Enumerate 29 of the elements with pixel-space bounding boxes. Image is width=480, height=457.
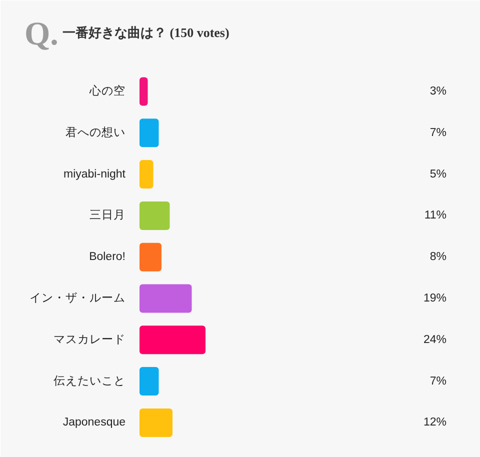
data-label: 7% bbox=[430, 126, 447, 139]
data-label: 24% bbox=[423, 334, 447, 346]
data-label: 8% bbox=[430, 251, 447, 264]
y-tick-label: Japonesque bbox=[62, 416, 126, 429]
y-tick-label: 君への想い bbox=[66, 126, 126, 139]
y-tick-label: イン・ザ・ルーム bbox=[30, 292, 126, 304]
data-label: 12% bbox=[423, 416, 447, 429]
y-tick-label: Bolero! bbox=[89, 251, 126, 264]
data-label: 7% bbox=[430, 375, 447, 388]
bar bbox=[140, 242, 162, 272]
chart-title: 一番好きな曲は？ (150 votes) bbox=[62, 25, 230, 40]
data-label: 5% bbox=[430, 168, 447, 180]
data-label: 3% bbox=[430, 86, 447, 98]
bar bbox=[140, 284, 192, 313]
bar bbox=[140, 77, 148, 106]
text: Q. bbox=[24, 16, 58, 52]
y-tick-label: 三日月 bbox=[90, 208, 126, 222]
bar bbox=[140, 160, 154, 189]
y-tick-label: 伝えたいこと bbox=[54, 374, 126, 388]
data-label: 11% bbox=[424, 210, 447, 222]
data-label: 19% bbox=[423, 292, 447, 304]
y-tick-label: miyabi-night bbox=[64, 168, 126, 180]
bar bbox=[140, 367, 159, 396]
y-tick-label: マスカレード bbox=[54, 334, 126, 346]
bar bbox=[140, 326, 206, 354]
y-tick-label: 心の空 bbox=[88, 84, 126, 98]
bar bbox=[140, 118, 159, 148]
bar bbox=[140, 201, 170, 230]
bar bbox=[140, 408, 172, 437]
